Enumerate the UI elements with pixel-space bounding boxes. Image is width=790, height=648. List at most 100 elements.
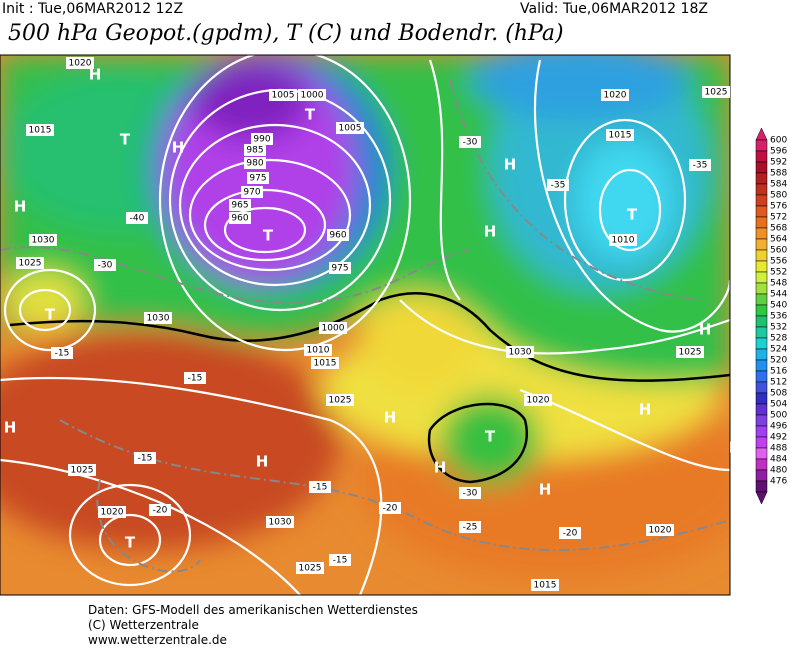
colorbar-swatch bbox=[755, 381, 768, 394]
label-box bbox=[609, 234, 637, 246]
colorbar-label: 532 bbox=[770, 323, 787, 333]
contour-label: 1005 bbox=[272, 91, 295, 101]
colorbar-swatch bbox=[755, 392, 768, 405]
colorbar-swatch bbox=[755, 447, 768, 460]
colorbar-label: 480 bbox=[770, 466, 787, 476]
label-box bbox=[329, 554, 351, 566]
colorbar-swatch bbox=[755, 337, 768, 350]
pressure-center: H bbox=[89, 66, 102, 84]
colorbar-label: 500 bbox=[770, 411, 787, 421]
contour-label: 975 bbox=[331, 264, 348, 274]
map-frame bbox=[0, 54, 731, 596]
colorbar-swatch bbox=[755, 458, 768, 471]
pressure-center: T bbox=[627, 206, 638, 224]
contour-label: -15 bbox=[138, 454, 153, 464]
colorbar-swatch bbox=[755, 293, 768, 306]
label-box bbox=[531, 579, 559, 591]
label-box bbox=[184, 372, 206, 384]
colorbar-label: 596 bbox=[770, 147, 787, 157]
label-box bbox=[689, 159, 711, 171]
label-box bbox=[251, 133, 273, 145]
colorbar-swatch bbox=[755, 271, 768, 284]
label-box bbox=[296, 562, 324, 574]
colorbar-label: 536 bbox=[770, 312, 787, 322]
colorbar-swatch bbox=[755, 227, 768, 240]
pressure-center: T bbox=[263, 227, 274, 245]
label-box bbox=[311, 357, 339, 369]
colorbar-label: 504 bbox=[770, 400, 787, 410]
colorbar-swatch bbox=[755, 326, 768, 339]
colorbar-swatch bbox=[755, 425, 768, 438]
colorbar-swatch bbox=[755, 304, 768, 317]
label-box bbox=[524, 394, 552, 406]
label-box bbox=[298, 89, 326, 101]
label-box bbox=[547, 179, 569, 191]
footer-line: www.wetterzentrale.de bbox=[88, 633, 227, 647]
contour-label: 1000 bbox=[301, 91, 324, 101]
footer-line: (C) Wetterzentrale bbox=[88, 618, 199, 632]
label-box bbox=[326, 394, 354, 406]
pressure-center: H bbox=[4, 419, 17, 437]
colorbar-label: 560 bbox=[770, 246, 787, 256]
pressure-center: H bbox=[434, 459, 447, 477]
colorbar-swatch bbox=[755, 282, 768, 295]
colorbar-label: 524 bbox=[770, 345, 787, 355]
colorbar-swatch bbox=[755, 249, 768, 262]
pressure-center: H bbox=[14, 198, 27, 216]
contour-label: -40 bbox=[130, 214, 145, 224]
label-box bbox=[459, 136, 481, 148]
contour-label: -15 bbox=[313, 483, 328, 493]
colorbar-label: 512 bbox=[770, 378, 787, 388]
label-box bbox=[459, 487, 481, 499]
pressure-center: H bbox=[699, 321, 712, 339]
pressure-center: H bbox=[504, 156, 517, 174]
contour-label: -35 bbox=[551, 181, 566, 191]
colorbar-swatch bbox=[755, 205, 768, 218]
label-box bbox=[336, 122, 364, 134]
contour-label: -20 bbox=[563, 529, 578, 539]
contour-label: 1020 bbox=[527, 396, 550, 406]
contour-label: 1015 bbox=[29, 126, 52, 136]
pressure-center: H bbox=[384, 409, 397, 427]
contour-label: -25 bbox=[463, 523, 478, 533]
label-box bbox=[304, 344, 332, 356]
colorbar-end bbox=[755, 491, 768, 505]
contour-label: -15 bbox=[188, 374, 203, 384]
contour-label: 1010 bbox=[612, 236, 635, 246]
contour-label: -15 bbox=[55, 349, 70, 359]
colorbar-swatch bbox=[755, 172, 768, 185]
contour-label: -35 bbox=[693, 161, 708, 171]
contour-label: 970 bbox=[243, 188, 260, 198]
colorbar-label: 544 bbox=[770, 290, 787, 300]
colorbar-label: 556 bbox=[770, 257, 787, 267]
label-box bbox=[134, 452, 156, 464]
colorbar-swatch bbox=[755, 150, 768, 163]
contour-label: -15 bbox=[333, 556, 348, 566]
contour-label: -30 bbox=[98, 261, 113, 271]
contour-label: 1025 bbox=[679, 348, 702, 358]
pressure-center: H bbox=[484, 223, 497, 241]
contour-label: 990 bbox=[253, 135, 270, 145]
label-box bbox=[459, 521, 481, 533]
contour-label: 1030 bbox=[147, 314, 170, 324]
colorbar-label: 548 bbox=[770, 279, 787, 289]
colorbar-label: 588 bbox=[770, 169, 787, 179]
colorbar-swatch bbox=[755, 359, 768, 372]
contour-label: 1015 bbox=[609, 131, 632, 141]
colorbar-end bbox=[755, 127, 768, 141]
colorbar-swatch bbox=[755, 216, 768, 229]
pressure-center: H bbox=[729, 439, 742, 457]
label-box bbox=[327, 229, 349, 241]
label-box bbox=[269, 89, 297, 101]
contour-label: 1030 bbox=[32, 236, 55, 246]
colorbar-label: 520 bbox=[770, 356, 787, 366]
label-box bbox=[26, 124, 54, 136]
contour-label: -20 bbox=[383, 504, 398, 514]
label-box bbox=[606, 129, 634, 141]
colorbar-swatch bbox=[755, 414, 768, 427]
colorbar-swatch bbox=[755, 238, 768, 251]
colorbar-label: 568 bbox=[770, 224, 787, 234]
label-box bbox=[98, 506, 126, 518]
label-box bbox=[16, 257, 44, 269]
